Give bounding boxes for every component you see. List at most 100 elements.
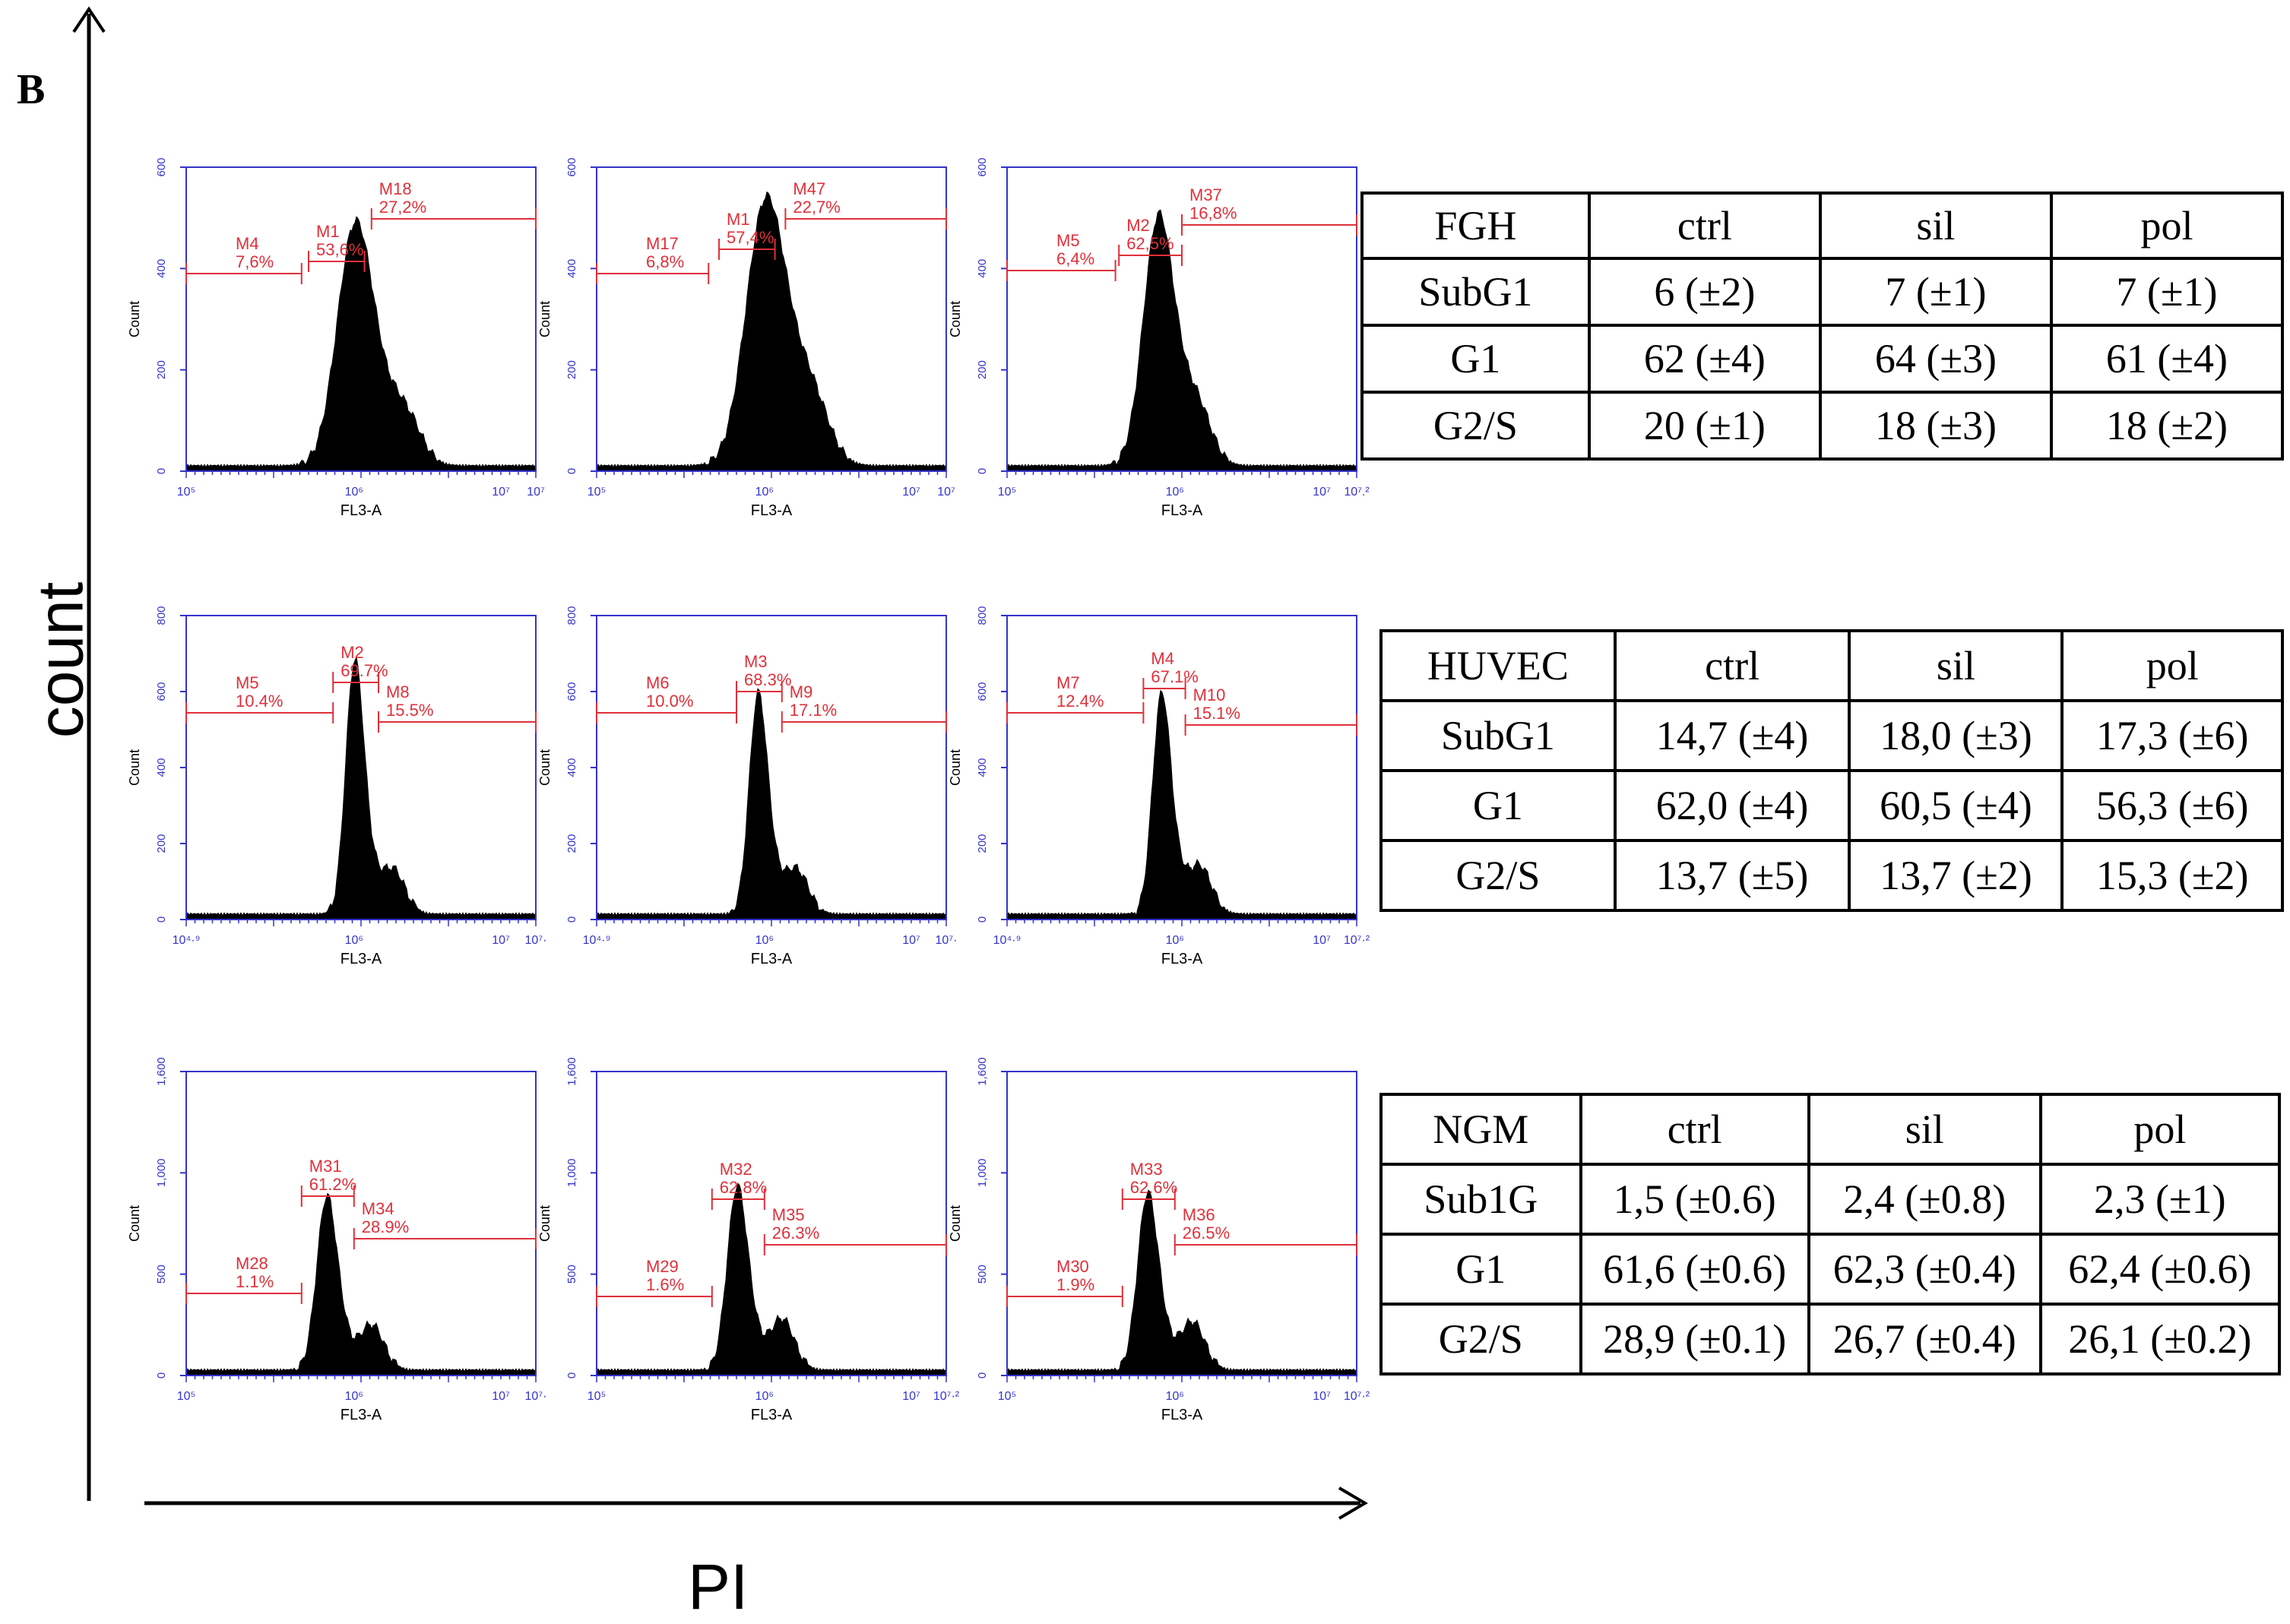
y-tick-label: 400	[976, 758, 989, 777]
x-tick-label: 10⁷·²	[1344, 1390, 1370, 1403]
y-tick-label: 400	[565, 758, 578, 777]
marker-percent: 27,2%	[379, 198, 426, 217]
y-tick-label: 200	[565, 834, 578, 853]
y-tick-label: 0	[976, 916, 989, 923]
table-header-cell: ctrl	[1613, 629, 1851, 702]
marker-name: M4	[236, 234, 259, 253]
y-tick-label: 0	[155, 916, 168, 923]
marker-name: M2	[1126, 216, 1150, 235]
table-header-row: NGM ctrl sil pol	[1379, 1093, 2282, 1166]
y-tick-label: 400	[155, 259, 168, 278]
table-row: SubG1 6 (±2) 7 (±1) 7 (±1)	[1360, 257, 2285, 327]
table-cell: 13,7 (±2)	[1848, 839, 2064, 912]
y-tick-label: 1,600	[976, 1057, 989, 1086]
histogram-svg: 0 500 1,000 1,600 Count 10⁵ 10⁶ 10⁷ 10⁷·² FL3-A M3…	[948, 1057, 1370, 1423]
table-cell: 13,7 (±5)	[1613, 839, 1851, 912]
x-tick-label: 10⁷	[1313, 934, 1331, 947]
row-label: G2/S	[1360, 391, 1591, 461]
table-header-cell: NGM	[1379, 1093, 1582, 1166]
y-tick-label: 400	[155, 758, 168, 777]
y-tick-label: 0	[976, 1372, 989, 1379]
marker-percent: 7,6%	[236, 252, 274, 271]
marker-percent: 26.5%	[1183, 1224, 1230, 1243]
histogram-huvec-pol: 0 200 400 600 800 Count 10⁴·⁹ 10⁶ 10⁷ 10⁷·² FL3-A M…	[942, 600, 1370, 1026]
marker-percent: 1.9%	[1056, 1275, 1094, 1294]
marker-name: M17	[646, 234, 679, 253]
x-tick-label: 10⁷.²	[1344, 486, 1370, 499]
x-tick-label: 10⁷·²	[933, 1390, 960, 1403]
table-cell: 18,0 (±3)	[1848, 699, 2064, 772]
table-cell: 62 (±4)	[1587, 324, 1822, 394]
marker-name: M37	[1189, 185, 1222, 204]
histogram-svg: 0 500 1,000 1,600 Count 10⁵ 10⁶ 10⁷ 10⁷·² FL3-A M2…	[537, 1057, 960, 1423]
x-tick-label: 10⁶	[1166, 934, 1184, 947]
marker-name: M7	[1056, 673, 1080, 692]
x-tick-label: 10⁶	[1166, 1390, 1184, 1403]
table-cell: 2,4 (±0.8)	[1807, 1163, 2042, 1236]
x-axis-title: FL3-A	[751, 1407, 793, 1423]
table-cell: 6 (±2)	[1587, 257, 1822, 327]
fgh-stats-table: FGH ctrl sil pol SubG1 6 (±2) 7 (±1) 7 (…	[1360, 192, 2285, 461]
y-tick-label: 200	[155, 360, 168, 379]
y-tick-label: 400	[976, 259, 989, 278]
x-tick-label: 10⁴·⁹	[583, 934, 611, 947]
table-cell: 61,6 (±0.6)	[1579, 1233, 1810, 1306]
histogram-huvec-sil: 0 200 400 600 800 Count 10⁴·⁹ 10⁶ 10⁷ 10⁷· FL3-A M6…	[532, 600, 958, 1026]
histogram-svg: 0 200 400 600 800 Count 10⁴·⁹ 10⁶ 10⁷ 10⁷· FL3-A M5…	[127, 606, 546, 967]
x-tick-label: 10⁶	[755, 1390, 774, 1403]
y-axis-title: Count	[948, 301, 963, 337]
marker-percent: 1.6%	[646, 1275, 684, 1294]
y-tick-label: 0	[565, 1372, 578, 1379]
y-axis-label: count	[24, 581, 97, 739]
histogram-bars	[596, 191, 947, 472]
y-axis-title: Count	[537, 301, 553, 337]
table-header-cell: HUVEC	[1379, 629, 1617, 702]
x-tick-label: 10⁵	[177, 486, 195, 499]
table-cell: 7 (±1)	[1818, 257, 2053, 327]
histogram-svg: 0 500 1,000 1,600 Count 10⁵ 10⁶ 10⁷ 10⁷· FL3-A M28…	[127, 1057, 547, 1423]
y-tick-label: 0	[155, 1372, 168, 1379]
x-tick-label: 10⁷	[902, 934, 920, 947]
marker-percent: 17.1%	[790, 701, 837, 720]
table-cell: 62,4 (±0.6)	[2038, 1233, 2282, 1306]
marker-name: M3	[744, 652, 768, 671]
marker-name: M32	[720, 1160, 752, 1179]
histogram-svg: 0 200 400 600 Count 10⁵ 10⁶ 10⁷ 10⁷.² FL3-A M56,4%…	[948, 157, 1370, 519]
x-tick-label: 10⁷·	[936, 934, 958, 947]
y-axis-arrowhead	[72, 6, 106, 33]
y-tick-label: 200	[565, 360, 578, 379]
y-axis-title: Count	[127, 749, 142, 786]
y-axis-title: Count	[948, 1205, 963, 1242]
y-tick-label: 800	[976, 606, 989, 625]
x-tick-label: 10⁷	[1313, 1390, 1331, 1403]
x-tick-label: 10⁶	[345, 486, 363, 499]
marker-name: M33	[1130, 1160, 1163, 1179]
y-tick-label: 600	[565, 157, 578, 176]
table-row: SubG1 14,7 (±4) 18,0 (±3) 17,3 (±6)	[1379, 699, 2284, 772]
histogram-ngm-sil: 0 500 1,000 1,600 Count 10⁵ 10⁶ 10⁷ 10⁷·² FL3-A M2…	[532, 1056, 960, 1482]
table-header-cell: sil	[1848, 629, 2064, 702]
table-cell: 1,5 (±0.6)	[1579, 1163, 1810, 1236]
x-tick-label: 10⁷·	[525, 1390, 547, 1403]
x-tick-label: 10⁷	[937, 486, 955, 499]
table-header-cell: sil	[1807, 1093, 2042, 1166]
table-header-cell: pol	[2038, 1093, 2282, 1166]
y-tick-label: 800	[155, 606, 168, 625]
marker-percent: 68.3%	[744, 670, 791, 689]
marker-percent: 62,5%	[1126, 234, 1174, 253]
marker-name: M29	[646, 1257, 679, 1276]
x-axis-label: PI	[688, 1551, 749, 1622]
x-tick-label: 10⁵	[998, 486, 1016, 499]
marker-percent: 28.9%	[362, 1217, 409, 1236]
x-tick-label: 10⁶	[755, 486, 774, 499]
marker-percent: 62.8%	[720, 1178, 767, 1197]
